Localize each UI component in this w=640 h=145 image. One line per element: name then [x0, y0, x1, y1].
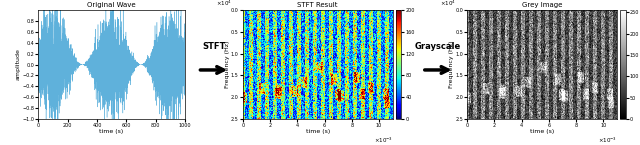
- Text: $\times10^{-3}$: $\times10^{-3}$: [374, 135, 392, 145]
- Title: Original Wave: Original Wave: [87, 2, 136, 8]
- Y-axis label: Frequency (Hz): Frequency (Hz): [225, 41, 230, 88]
- Y-axis label: Frequency (Hz): Frequency (Hz): [449, 41, 454, 88]
- X-axis label: time (s): time (s): [305, 129, 330, 134]
- Text: Grayscale: Grayscale: [415, 42, 461, 51]
- Title: STFT Result: STFT Result: [298, 2, 338, 8]
- Title: Grey Image: Grey Image: [522, 2, 563, 8]
- Y-axis label: amplitude: amplitude: [16, 49, 21, 80]
- X-axis label: time (s): time (s): [99, 129, 124, 134]
- X-axis label: time (s): time (s): [530, 129, 554, 134]
- Text: $\times10^{4}$: $\times10^{4}$: [440, 0, 456, 8]
- Text: $\times10^{-3}$: $\times10^{-3}$: [598, 135, 617, 145]
- Text: $\times10^{4}$: $\times10^{4}$: [216, 0, 232, 8]
- Text: STFT: STFT: [202, 42, 225, 51]
